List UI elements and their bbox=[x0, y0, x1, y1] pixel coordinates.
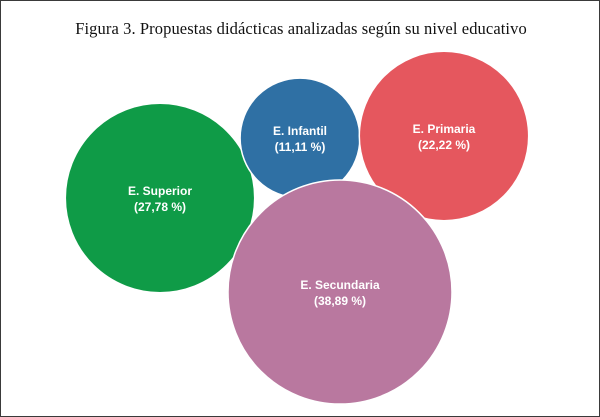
bubble-percent-e-superior: (27,78 %) bbox=[134, 200, 186, 214]
bubble-e-primaria: E. Primaria (22,22 %) bbox=[358, 50, 530, 222]
chart-title: Figura 3. Propuestas didácticas analizad… bbox=[75, 19, 527, 38]
bubble-mark-e-secundaria bbox=[227, 179, 453, 405]
bubble-label-e-primaria: E. Primaria bbox=[413, 122, 476, 136]
bubble-percent-e-infantil: (11,11 %) bbox=[275, 140, 326, 154]
bubble-percent-e-secundaria: (38,89 %) bbox=[314, 294, 366, 308]
bubble-e-secundaria: E. Secundaria (38,89 %) bbox=[227, 179, 453, 405]
bubble-e-infantil: E. Infantil (11,11 %) bbox=[239, 77, 361, 199]
bubble-percent-e-primaria: (22,22 %) bbox=[418, 138, 470, 152]
bubble-mark-e-primaria bbox=[358, 50, 530, 222]
bubble-mark-e-superior bbox=[64, 102, 256, 294]
bubble-e-superior: E. Superior (27,78 %) bbox=[64, 102, 256, 294]
bubble-label-e-superior: E. Superior bbox=[128, 184, 192, 198]
bubble-label-e-infantil: E. Infantil bbox=[273, 124, 327, 138]
bubble-label-e-secundaria: E. Secundaria bbox=[300, 278, 380, 292]
